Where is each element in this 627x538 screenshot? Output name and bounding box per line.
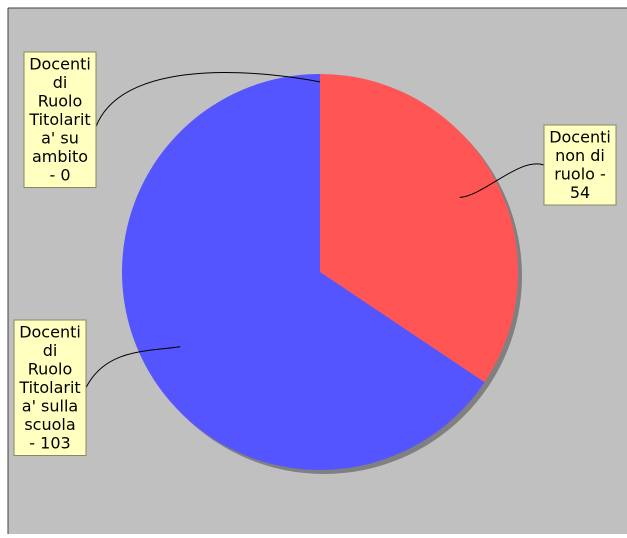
label-line: Docenti (19, 323, 81, 342)
label-line: ruolo - (554, 165, 606, 184)
label-line: Ruolo (38, 92, 83, 111)
label-line: - 103 (29, 434, 70, 453)
label-line: non di (555, 146, 605, 165)
label-line: di (43, 341, 58, 360)
label-line: a' sulla (22, 397, 78, 416)
leader-line-1 (85, 346, 181, 388)
label-box-0 (543, 124, 617, 206)
label-line: Ruolo (28, 360, 73, 379)
label-line: Docenti (549, 128, 611, 147)
label-line: Titolarit (18, 378, 80, 397)
label-line: scuola (24, 415, 75, 434)
label-line: Titolarit (28, 110, 90, 129)
label-line: Docenti (29, 55, 91, 74)
pie-slices (122, 74, 522, 474)
label-box-2 (23, 51, 97, 188)
label-line: a' su (41, 129, 79, 148)
label-line: ambito (32, 147, 88, 166)
label-line: 54 (570, 183, 590, 202)
pie-slice-1 (122, 74, 485, 470)
leader-line-2 (95, 72, 321, 127)
label-box-1 (13, 319, 87, 456)
pie-slice-0 (320, 74, 519, 383)
leader-line-0 (459, 163, 545, 198)
leader-lines (85, 72, 545, 388)
label-line: di (53, 73, 68, 92)
label-line: - 0 (49, 166, 70, 185)
